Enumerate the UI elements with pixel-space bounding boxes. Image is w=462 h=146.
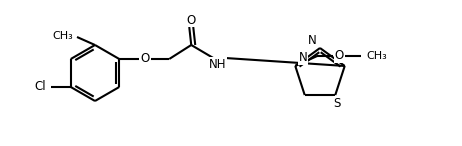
Text: CH₃: CH₃ (366, 51, 387, 61)
Text: N: N (308, 33, 316, 46)
Text: O: O (140, 53, 150, 66)
Text: N: N (299, 52, 308, 65)
Text: CH₃: CH₃ (53, 31, 73, 41)
Text: S: S (334, 97, 341, 110)
Text: NH: NH (208, 58, 226, 71)
Text: O: O (334, 49, 344, 62)
Text: Cl: Cl (34, 80, 46, 93)
Text: O: O (187, 13, 196, 27)
